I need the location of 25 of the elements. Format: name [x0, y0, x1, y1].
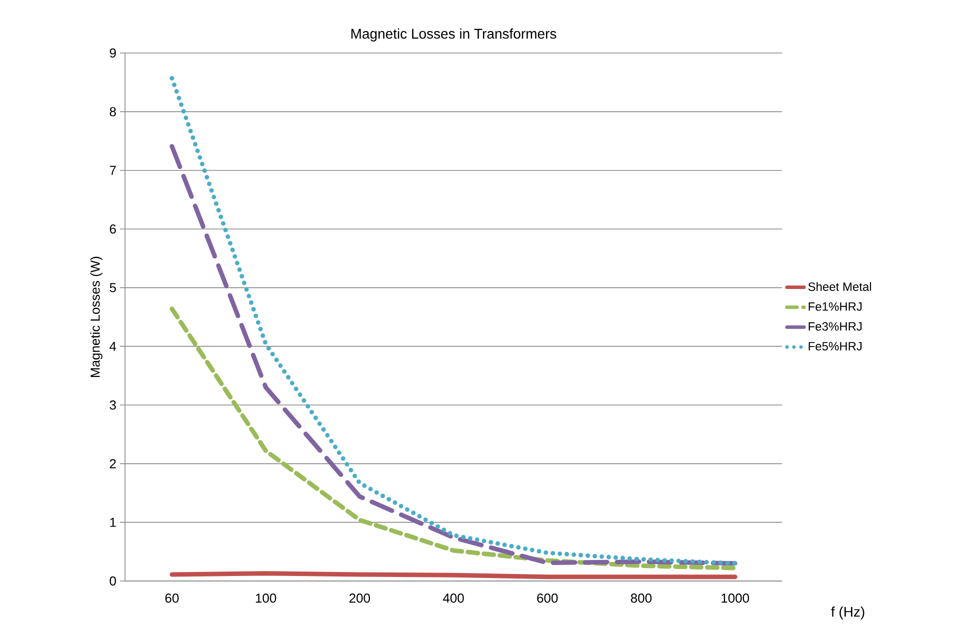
legend-label: Fe1%HRJ — [808, 302, 862, 311]
x-tick-label: 100 — [256, 594, 276, 603]
line-series — [170, 306, 738, 570]
y-tick-label: 4 — [110, 342, 116, 351]
y-tick-label: 1 — [110, 518, 116, 527]
y-tick-label: 3 — [110, 400, 116, 410]
chart-title: Magnetic Losses in Transformers — [351, 28, 556, 42]
y-tick-label: 5 — [110, 283, 116, 292]
y-tick-label: 9 — [110, 48, 116, 58]
y-tick-label: 8 — [110, 107, 116, 116]
y-tick-label: 7 — [110, 166, 116, 175]
x-tick-label: 1000 — [722, 594, 750, 603]
y-tick-label: 2 — [110, 459, 116, 468]
x-axis-title: f (Hz) — [831, 606, 864, 620]
legend-label: Fe3%HRJ — [808, 322, 862, 331]
y-tick-label: 0 — [110, 576, 116, 586]
y-tick-label: 6 — [110, 224, 116, 234]
legend-label: Sheet Metal — [808, 282, 871, 291]
x-tick-label: 60 — [165, 594, 179, 603]
x-tick-label: 200 — [349, 594, 370, 603]
x-tick-label: 600 — [537, 594, 558, 603]
y-axis-title: Magnetic Losses (W) — [90, 256, 102, 377]
legend-label: Fe5%HRJ — [808, 342, 862, 350]
x-tick-label: 800 — [630, 594, 652, 603]
x-tick-label: 400 — [442, 594, 464, 603]
